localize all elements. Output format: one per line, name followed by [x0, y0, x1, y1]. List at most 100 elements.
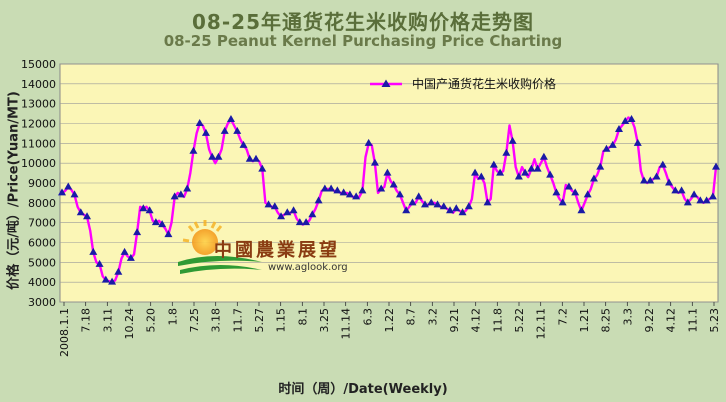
x-tick-label: 3.25: [318, 308, 331, 333]
data-point: [364, 138, 373, 146]
data-point: [690, 190, 699, 198]
data-point: [496, 168, 505, 176]
legend-label: 中国产通货花生米收购价格: [412, 76, 556, 91]
x-tick-label: 7.18: [80, 308, 93, 333]
data-point: [712, 162, 720, 170]
data-point: [564, 182, 573, 190]
x-tick-label: 5.22: [513, 308, 526, 333]
data-point: [552, 188, 561, 196]
data-point: [214, 152, 223, 160]
x-tick-label: 1.15: [275, 308, 288, 333]
y-tick-label: 9000: [28, 177, 56, 190]
x-tick-label: 3.11: [101, 308, 114, 333]
data-point: [370, 158, 379, 166]
data-point: [176, 190, 185, 198]
data-point: [333, 186, 342, 194]
x-tick-label: 1.8: [166, 308, 179, 326]
x-tick-label: 3.2: [426, 308, 439, 326]
data-point: [252, 154, 261, 162]
data-point: [577, 206, 586, 214]
data-point: [527, 164, 536, 172]
data-point: [220, 126, 229, 134]
y-tick-label: 5000: [28, 256, 56, 269]
x-tick-label: 4.12: [665, 308, 678, 333]
data-point: [621, 117, 630, 125]
data-point: [420, 200, 429, 208]
logo-text: 中國農業展望: [214, 240, 340, 261]
data-point: [533, 164, 542, 172]
data-point: [696, 196, 705, 204]
x-tick-label: 2008.1.1: [58, 308, 71, 357]
data-point: [602, 144, 611, 152]
data-point: [402, 206, 411, 214]
data-point: [439, 202, 448, 210]
data-point: [151, 218, 160, 226]
data-point: [289, 206, 298, 214]
data-point: [89, 247, 98, 255]
data-point: [521, 168, 530, 176]
data-point: [145, 206, 154, 214]
data-point: [652, 172, 661, 180]
data-point: [502, 148, 511, 156]
y-tick-label: 11000: [21, 137, 56, 150]
data-point: [226, 115, 235, 123]
data-point: [358, 186, 367, 194]
data-point: [108, 277, 117, 285]
data-point: [101, 275, 110, 283]
data-point: [395, 190, 404, 198]
data-point: [114, 267, 123, 275]
data-point: [389, 180, 398, 188]
data-point: [239, 140, 248, 148]
data-point: [471, 168, 480, 176]
data-point: [327, 184, 336, 192]
data-point: [120, 247, 129, 255]
x-tick-label: 8.7: [405, 308, 418, 326]
x-tick-label: 5.27: [253, 308, 266, 333]
x-tick-label: 10.24: [123, 308, 136, 340]
chart-title-en: 08-25 Peanut Kernel Purchasing Price Cha…: [163, 32, 563, 50]
data-point: [170, 192, 179, 200]
x-axis-label: 时间（周）/Date(Weekly): [278, 382, 448, 397]
x-tick-label: 7.2: [556, 308, 569, 326]
y-tick-label: 14000: [21, 78, 56, 91]
data-point: [489, 160, 498, 168]
data-point: [458, 208, 467, 216]
data-point: [614, 124, 623, 132]
data-point: [433, 200, 442, 208]
y-tick-label: 7000: [28, 217, 56, 230]
y-tick-label: 15000: [21, 58, 56, 71]
data-point: [677, 186, 686, 194]
data-point: [596, 162, 605, 170]
x-tick-label: 12.11: [535, 308, 548, 340]
x-tick-label: 9.22: [643, 308, 656, 333]
x-tick-label: 4.12: [470, 308, 483, 333]
data-point: [683, 198, 692, 206]
logo-mark: [178, 220, 262, 274]
data-point: [583, 190, 592, 198]
data-point: [708, 192, 717, 200]
data-point: [446, 206, 455, 214]
x-tick-label: 11.1: [686, 308, 699, 333]
data-point: [283, 208, 292, 216]
data-point: [83, 212, 92, 220]
data-point: [158, 220, 167, 228]
data-point: [339, 188, 348, 196]
data-point: [70, 190, 79, 198]
data-point: [139, 204, 148, 212]
y-tick-label: 3000: [28, 296, 56, 309]
data-point: [133, 228, 142, 236]
x-tick-label: 1.22: [383, 308, 396, 333]
x-tick-label: 3.18: [210, 308, 223, 333]
data-point: [95, 259, 104, 267]
x-tick-label: 11.14: [340, 308, 353, 340]
data-point: [640, 176, 649, 184]
x-tick-label: 3.3: [621, 308, 634, 326]
x-tick-label: 8.1: [296, 308, 309, 326]
series-markers: [58, 115, 720, 285]
data-point: [295, 218, 304, 226]
data-point: [483, 198, 492, 206]
data-point: [627, 115, 636, 123]
data-point: [539, 152, 548, 160]
